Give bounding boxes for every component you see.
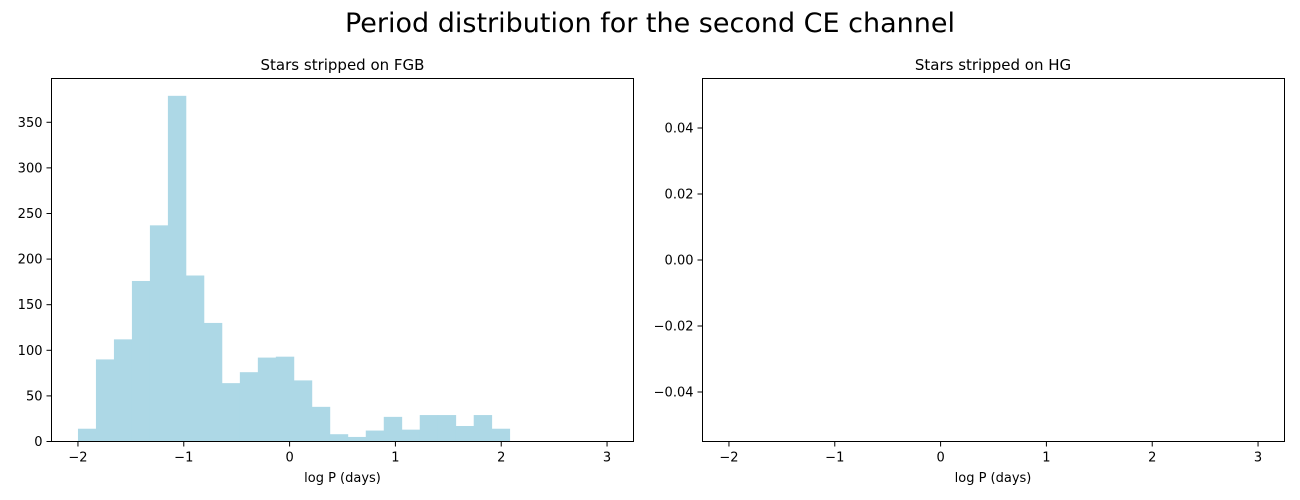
y-tick-label: 300 — [18, 161, 43, 176]
histogram-bar — [149, 225, 169, 442]
histogram-bar — [95, 359, 115, 442]
x-tick-label: 1 — [1042, 451, 1050, 466]
histogram-bar — [329, 434, 349, 442]
histogram-bar — [419, 415, 439, 442]
x-tick-label: 0 — [285, 451, 293, 466]
histogram-bar — [311, 406, 331, 442]
y-tick-label: 200 — [18, 253, 43, 268]
y-tick-label: 50 — [26, 389, 43, 404]
y-tick-label: −0.02 — [654, 320, 694, 335]
panel-title: Stars stripped on FGB — [261, 56, 425, 74]
y-tick-label: 0 — [34, 435, 42, 450]
x-tick-label: 0 — [936, 451, 944, 466]
y-tick-label: 150 — [18, 298, 43, 313]
histogram-bar — [77, 428, 97, 442]
y-tick-label: 250 — [18, 207, 43, 222]
x-ticks: −2 −1 0 1 2 3 — [68, 441, 611, 466]
histogram-bar — [401, 429, 421, 442]
histogram-bar — [293, 380, 313, 442]
y-tick-label: 350 — [18, 116, 43, 131]
histogram-bar — [347, 436, 367, 442]
figure-suptitle: Period distribution for the second CE ch… — [345, 8, 955, 39]
histogram-bar — [113, 339, 133, 442]
y-ticks: 0 50 100 150 200 250 300 350 — [18, 116, 52, 450]
x-tick-label: 2 — [497, 451, 505, 466]
x-tick-label: 3 — [603, 451, 611, 466]
histogram-bar — [455, 425, 475, 442]
histogram-bars — [77, 95, 511, 442]
histogram-bar — [365, 430, 385, 442]
x-tick-label: 3 — [1254, 451, 1262, 466]
y-tick-label: 100 — [18, 344, 43, 359]
x-tick-label: 1 — [391, 451, 399, 466]
x-tick-label: 2 — [1148, 451, 1156, 466]
histogram-bar — [131, 280, 151, 442]
histogram-bar — [383, 416, 403, 442]
chart-panel-fgb: Stars stripped on FGB log P (days) −2 −1 0… — [18, 56, 634, 486]
histogram-bar — [491, 428, 511, 442]
histogram-bar — [239, 372, 259, 442]
y-ticks: −0.04 −0.02 0.00 0.02 0.04 — [654, 122, 703, 401]
histogram-bar — [473, 415, 493, 442]
y-tick-label: 0.04 — [665, 122, 694, 137]
x-tick-label: −2 — [719, 451, 738, 466]
y-tick-label: 0.00 — [665, 254, 694, 269]
y-tick-label: −0.04 — [654, 386, 694, 401]
plot-frame — [702, 78, 1285, 442]
histogram-bar — [203, 322, 223, 442]
x-ticks: −2 −1 0 1 2 3 — [719, 441, 1262, 466]
x-tick-label: −1 — [174, 451, 193, 466]
panel-title: Stars stripped on HG — [915, 56, 1071, 74]
x-axis-label: log P (days) — [304, 471, 381, 486]
plot-frame — [51, 78, 634, 442]
x-tick-label: −1 — [825, 451, 844, 466]
x-tick-label: −2 — [68, 451, 87, 466]
histogram-bar — [437, 415, 457, 442]
histogram-bar — [185, 275, 205, 442]
chart-panel-hg: Stars stripped on HG log P (days) −2 −1 0 1… — [654, 56, 1285, 486]
histogram-bar — [167, 95, 187, 442]
histogram-bar — [275, 356, 295, 442]
histogram-bar — [221, 383, 241, 442]
y-tick-label: 0.02 — [665, 188, 694, 203]
histogram-bar — [257, 357, 277, 442]
x-axis-label: log P (days) — [955, 471, 1032, 486]
